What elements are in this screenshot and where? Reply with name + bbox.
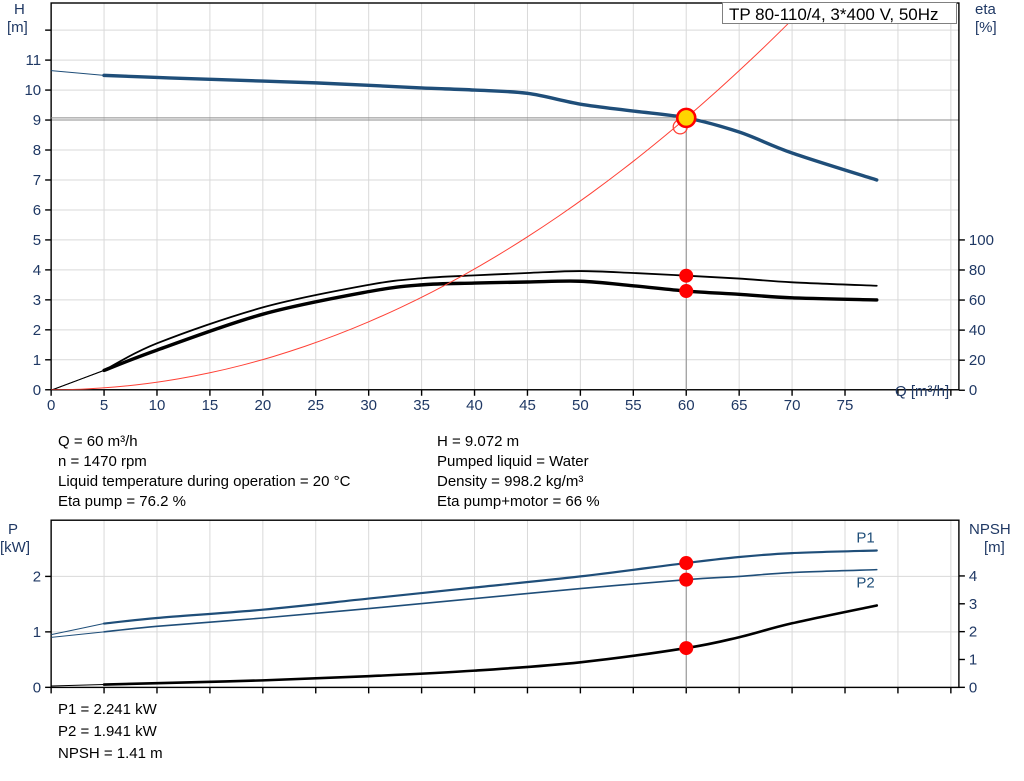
svg-text:15: 15 <box>202 397 219 414</box>
svg-text:100: 100 <box>969 232 994 249</box>
svg-text:2: 2 <box>33 568 41 585</box>
svg-text:20: 20 <box>969 352 986 369</box>
svg-text:4: 4 <box>969 568 977 585</box>
svg-text:3: 3 <box>969 596 977 613</box>
svg-text:45: 45 <box>519 397 536 414</box>
svg-text:0: 0 <box>969 382 977 399</box>
svg-text:65: 65 <box>731 397 748 414</box>
svg-text:2: 2 <box>33 322 41 339</box>
svg-text:8: 8 <box>33 142 41 159</box>
svg-text:25: 25 <box>307 397 324 414</box>
svg-text:3: 3 <box>33 292 41 309</box>
svg-text:0: 0 <box>47 397 55 414</box>
svg-text:1: 1 <box>969 651 977 668</box>
svg-text:5: 5 <box>33 232 41 249</box>
svg-text:9: 9 <box>33 112 41 129</box>
svg-text:0: 0 <box>33 382 41 399</box>
svg-text:6: 6 <box>33 202 41 219</box>
svg-text:50: 50 <box>572 397 589 414</box>
svg-text:40: 40 <box>466 397 483 414</box>
svg-text:75: 75 <box>837 397 854 414</box>
svg-text:P2: P2 <box>856 575 874 592</box>
svg-text:4: 4 <box>33 262 41 279</box>
svg-text:10: 10 <box>24 82 41 99</box>
svg-text:P1: P1 <box>856 530 874 547</box>
svg-text:10: 10 <box>149 397 166 414</box>
svg-text:80: 80 <box>969 262 986 279</box>
svg-text:1: 1 <box>33 352 41 369</box>
svg-text:35: 35 <box>413 397 430 414</box>
svg-text:55: 55 <box>625 397 642 414</box>
svg-text:20: 20 <box>254 397 271 414</box>
svg-text:7: 7 <box>33 172 41 189</box>
svg-text:0: 0 <box>969 679 977 696</box>
svg-text:70: 70 <box>784 397 801 414</box>
svg-text:60: 60 <box>678 397 695 414</box>
svg-text:40: 40 <box>969 322 986 339</box>
svg-text:60: 60 <box>969 292 986 309</box>
svg-text:30: 30 <box>360 397 377 414</box>
svg-text:5: 5 <box>100 397 108 414</box>
svg-text:1: 1 <box>33 624 41 641</box>
svg-text:0: 0 <box>33 679 41 696</box>
svg-text:2: 2 <box>969 624 977 641</box>
svg-text:11: 11 <box>26 52 42 69</box>
